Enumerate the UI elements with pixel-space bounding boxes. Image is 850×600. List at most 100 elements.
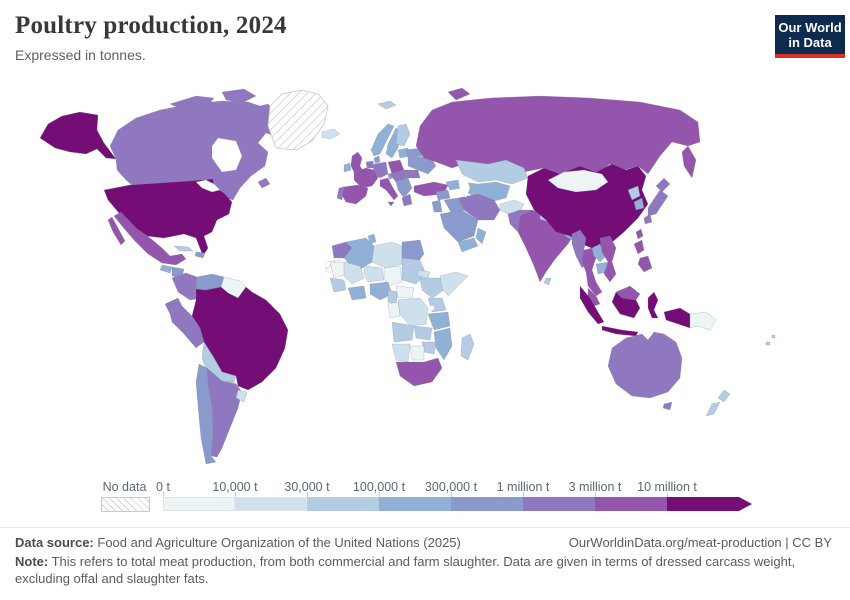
country-brazil[interactable] xyxy=(191,286,289,391)
country-fiji-island[interactable] xyxy=(771,334,776,339)
legend-no-data-swatch[interactable] xyxy=(101,497,150,512)
legend-segment[interactable] xyxy=(379,497,451,511)
country-denmark[interactable] xyxy=(373,155,381,164)
country-kazakhstan[interactable] xyxy=(455,159,529,185)
country-canada-island[interactable] xyxy=(169,95,215,111)
country-benelux[interactable] xyxy=(365,160,375,169)
country-central-african-republic[interactable] xyxy=(395,285,415,299)
legend-segment[interactable] xyxy=(595,497,667,511)
owid-link[interactable]: OurWorldinData.org/meat-production | CC … xyxy=(568,535,832,550)
country-chile[interactable] xyxy=(195,363,217,465)
country-iceland[interactable] xyxy=(321,128,341,140)
country-vietnam[interactable] xyxy=(599,235,617,283)
country-italy[interactable] xyxy=(379,177,399,201)
country-japan-hokkaido[interactable] xyxy=(655,177,671,193)
country-canada-island[interactable] xyxy=(235,109,253,123)
country-canada-island[interactable] xyxy=(221,88,257,104)
country-japan-kyushu[interactable] xyxy=(643,213,653,225)
country-italy-sicily[interactable] xyxy=(387,201,395,207)
legend-segment[interactable] xyxy=(235,497,307,511)
country-dr-congo[interactable] xyxy=(397,297,429,327)
legend-segment[interactable] xyxy=(523,497,595,511)
legend-segment[interactable] xyxy=(307,497,379,511)
country-greece[interactable] xyxy=(401,193,413,207)
country-belarus[interactable] xyxy=(405,147,423,159)
country-chad[interactable] xyxy=(383,265,403,287)
country-greenland[interactable] xyxy=(267,89,329,151)
country-hispaniola[interactable] xyxy=(194,251,206,259)
country-russia-novaya-zemlya[interactable] xyxy=(447,87,471,101)
country-mozambique[interactable] xyxy=(433,327,453,361)
country-philippines-mindanao[interactable] xyxy=(637,255,653,273)
country-somalia[interactable] xyxy=(439,271,469,297)
country-sri-lanka[interactable] xyxy=(543,277,552,286)
country-yemen[interactable] xyxy=(457,237,479,253)
legend-segment[interactable] xyxy=(163,497,235,511)
legend-segment[interactable] xyxy=(667,497,739,511)
country-canada-newfoundland[interactable] xyxy=(257,177,271,189)
country-papua-new-guinea[interactable] xyxy=(689,311,717,331)
country-indonesia-java[interactable] xyxy=(601,325,639,337)
country-australia-tasmania[interactable] xyxy=(662,401,673,411)
country-spain[interactable] xyxy=(340,184,369,205)
country-botswana[interactable] xyxy=(409,345,425,361)
country-mongolia[interactable] xyxy=(547,169,609,193)
country-fiji[interactable] xyxy=(765,341,771,346)
country-tunisia[interactable] xyxy=(367,233,377,245)
country-israel-jordan[interactable] xyxy=(431,199,443,213)
owid-logo[interactable]: Our World in Data xyxy=(775,15,845,58)
country-indonesia-papua[interactable] xyxy=(663,307,691,329)
country-indonesia-sulawesi[interactable] xyxy=(647,291,659,319)
country-uruguay[interactable] xyxy=(235,389,248,403)
legend-segment[interactable] xyxy=(451,497,523,511)
country-romania[interactable] xyxy=(403,169,421,179)
country-zambia[interactable] xyxy=(413,325,433,341)
country-taiwan[interactable] xyxy=(635,228,644,240)
country-balkans[interactable] xyxy=(395,177,413,199)
country-japan-honshu[interactable] xyxy=(647,189,669,217)
country-indonesia-sumatra[interactable] xyxy=(579,285,605,325)
country-saudi-arabia[interactable] xyxy=(439,209,479,243)
country-ethiopia[interactable] xyxy=(419,277,445,299)
country-tanzania[interactable] xyxy=(427,311,451,331)
country-mexico-baja[interactable] xyxy=(107,216,126,246)
country-ireland[interactable] xyxy=(343,162,352,173)
country-congo-gabon[interactable] xyxy=(387,301,401,319)
country-iran[interactable] xyxy=(457,193,501,221)
country-angola[interactable] xyxy=(391,321,415,343)
country-oman[interactable] xyxy=(475,227,487,245)
country-norway[interactable] xyxy=(370,123,395,157)
country-new-zealand-south[interactable] xyxy=(705,401,721,417)
country-south-africa[interactable] xyxy=(395,357,443,387)
country-svalbard[interactable] xyxy=(377,100,397,110)
country-indonesia-borneo[interactable] xyxy=(611,291,641,319)
country-russia-kamchatka[interactable] xyxy=(681,145,697,179)
country-philippines-luzon[interactable] xyxy=(633,239,645,255)
country-laos[interactable] xyxy=(591,243,607,263)
country-france[interactable] xyxy=(353,167,379,189)
country-nigeria[interactable] xyxy=(369,281,393,301)
legend-tick-mark xyxy=(379,492,380,497)
country-senegal-guinea[interactable] xyxy=(329,277,347,293)
country-namibia[interactable] xyxy=(391,343,411,363)
country-new-zealand-north[interactable] xyxy=(717,389,731,403)
country-north-korea[interactable] xyxy=(627,185,641,201)
country-cameroon[interactable] xyxy=(387,289,399,305)
country-libya[interactable] xyxy=(371,241,403,269)
country-united-states-alaska[interactable] xyxy=(39,111,117,160)
country-portugal[interactable] xyxy=(336,186,345,201)
country-egypt[interactable] xyxy=(401,239,425,263)
country-niger[interactable] xyxy=(363,265,385,283)
country-malaysia[interactable] xyxy=(587,287,601,307)
country-syria[interactable] xyxy=(435,189,451,201)
country-united-kingdom[interactable] xyxy=(350,151,365,175)
country-mali[interactable] xyxy=(343,261,365,285)
country-madagascar[interactable] xyxy=(460,333,475,361)
country-cuba[interactable] xyxy=(173,245,194,252)
country-australia[interactable] xyxy=(607,331,683,399)
country-guatemala[interactable] xyxy=(159,264,173,274)
country-south-korea[interactable] xyxy=(633,197,645,211)
country-mexico[interactable] xyxy=(113,211,187,266)
country-finland[interactable] xyxy=(395,123,411,147)
country-ghana-ivory-coast[interactable] xyxy=(347,285,367,301)
